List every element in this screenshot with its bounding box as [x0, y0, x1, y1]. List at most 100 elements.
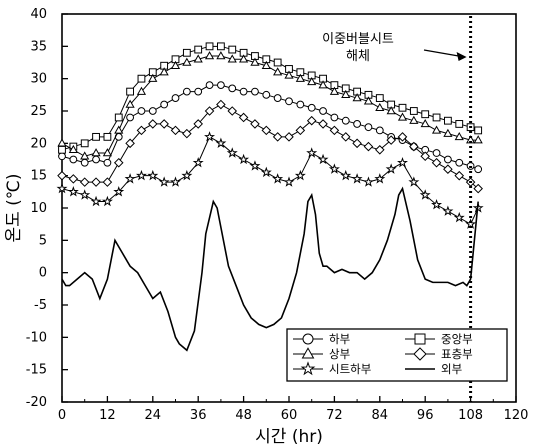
data-point	[273, 67, 283, 76]
data-point	[102, 148, 112, 157]
data-point	[158, 176, 170, 187]
data-point	[329, 125, 340, 136]
y-tick-label: 15	[30, 169, 47, 184]
data-point	[296, 100, 305, 109]
data-point	[444, 155, 452, 164]
data-point	[182, 57, 192, 66]
x-tick-label: 72	[326, 408, 343, 423]
data-point	[386, 135, 396, 145]
legend-marker	[414, 333, 426, 345]
data-point	[295, 73, 305, 82]
data-point	[466, 162, 475, 170]
data-point	[474, 165, 483, 174]
data-point	[103, 132, 112, 141]
x-tick-label: 0	[58, 408, 66, 423]
data-point	[193, 54, 203, 63]
data-point	[442, 205, 454, 216]
data-point	[217, 81, 225, 90]
data-point	[341, 116, 350, 125]
data-point	[92, 132, 100, 141]
data-point	[261, 60, 271, 69]
data-point	[455, 120, 464, 128]
data-point	[352, 138, 362, 149]
data-point	[137, 107, 146, 115]
data-point	[273, 94, 282, 102]
legend-label: 시트하부	[329, 362, 371, 376]
data-point	[330, 113, 339, 122]
data-point	[238, 112, 249, 123]
data-point	[103, 158, 112, 167]
data-point	[69, 155, 78, 164]
data-point	[473, 135, 483, 144]
data-point	[204, 51, 215, 60]
data-point	[205, 42, 214, 51]
series-layer	[56, 42, 484, 352]
legend-marker	[302, 333, 314, 345]
data-point	[91, 177, 101, 187]
data-point	[250, 119, 260, 129]
data-point	[171, 94, 180, 102]
data-point	[319, 107, 327, 115]
data-point	[262, 90, 271, 99]
data-point	[431, 199, 443, 210]
data-point	[148, 73, 158, 82]
data-point	[443, 128, 453, 137]
data-point	[114, 125, 124, 134]
y-tick-label: 0	[39, 266, 47, 281]
data-point	[284, 70, 294, 79]
legend-marker	[301, 347, 315, 359]
y-tick-label: 35	[30, 39, 47, 54]
data-point	[420, 119, 430, 128]
data-point	[353, 120, 362, 128]
data-point	[192, 156, 204, 168]
data-point	[148, 119, 158, 129]
data-point	[126, 113, 135, 122]
data-point	[250, 57, 260, 66]
data-point	[443, 164, 453, 174]
x-tick-label: 96	[417, 408, 434, 423]
data-point	[239, 54, 249, 63]
data-point	[341, 89, 351, 99]
annotation-arrow	[423, 49, 459, 57]
y-tick-label: 30	[30, 72, 47, 87]
y-tick-label: 5	[39, 233, 47, 248]
data-point	[239, 87, 248, 96]
data-point	[182, 48, 191, 57]
data-point	[283, 176, 295, 187]
series-line	[61, 186, 479, 352]
series-line	[61, 84, 479, 170]
data-point	[409, 141, 419, 152]
x-tick-label: 120	[504, 408, 529, 423]
data-point	[364, 123, 373, 132]
series-star	[56, 131, 484, 229]
data-point	[147, 169, 159, 181]
data-point	[136, 86, 147, 95]
data-point	[170, 125, 181, 136]
data-point	[474, 126, 483, 135]
data-point	[385, 163, 397, 174]
data-point	[126, 87, 134, 96]
data-point	[272, 132, 283, 142]
y-tick-label: 40	[30, 7, 47, 22]
x-tick-label: 48	[235, 408, 252, 423]
data-point	[351, 173, 363, 184]
data-point	[432, 113, 441, 122]
data-point	[397, 112, 408, 121]
x-tick-label: 12	[99, 408, 116, 423]
data-point	[92, 155, 100, 164]
data-point	[473, 183, 483, 194]
annotation-line-1: 이중버블시트	[322, 32, 394, 47]
legend-box	[286, 328, 508, 382]
data-point	[135, 169, 147, 181]
data-point	[318, 80, 328, 89]
y-tick-label: 25	[30, 104, 47, 119]
y-axis-title: 온도 (℃)	[4, 173, 24, 242]
data-point	[58, 152, 66, 161]
data-point	[409, 107, 418, 115]
data-point	[261, 125, 272, 136]
data-point	[432, 149, 441, 157]
data-point	[181, 169, 193, 181]
data-point	[148, 107, 157, 115]
data-point	[136, 125, 147, 136]
